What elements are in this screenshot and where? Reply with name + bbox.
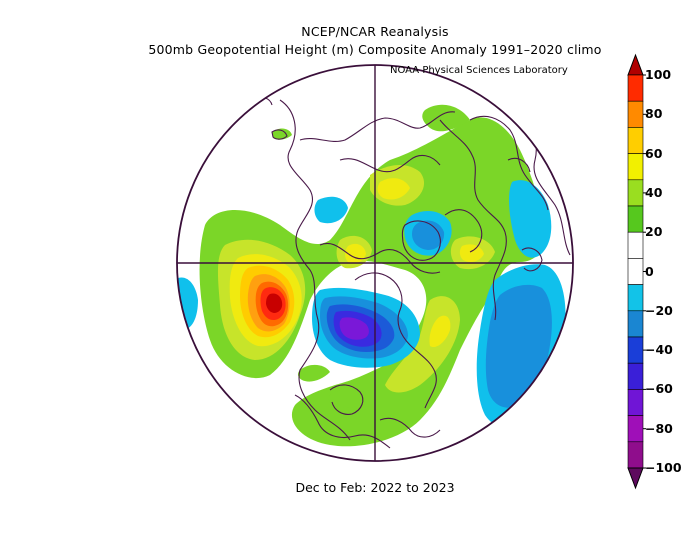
coastline <box>379 417 441 438</box>
anomaly-region-negative-20 <box>508 180 552 258</box>
colorbar-label: −60 <box>645 381 673 397</box>
colorbar-swatch <box>627 258 644 285</box>
credit-text: NOAA Physical Sciences Laboratory <box>390 65 568 76</box>
anomaly-region-positive-40 <box>459 244 484 262</box>
coastline <box>279 99 351 441</box>
anomaly-region-positive-20 <box>272 128 292 140</box>
anomaly-region-negative-20 <box>314 196 348 224</box>
anomaly-region-positive-20 <box>328 388 370 408</box>
anomaly-region-positive-40 <box>377 178 410 200</box>
colorbar-label: −20 <box>645 302 673 318</box>
colorbar-swatch <box>627 205 644 233</box>
anomaly-region-positive-20 <box>297 364 330 382</box>
anomaly-region-positive-40 <box>429 315 451 348</box>
colorbar-swatch <box>627 179 644 207</box>
coastline <box>354 272 437 409</box>
coastline <box>507 157 531 173</box>
colorbar-label: −40 <box>645 342 673 358</box>
colorbar-label: −100 <box>645 460 682 475</box>
anomaly-field <box>177 104 566 447</box>
colorbar-label: 60 <box>645 145 663 161</box>
colorbar-swatch <box>627 153 644 181</box>
title-line-1: NCEP/NCAR Reanalysis <box>301 24 449 39</box>
coastline <box>401 220 441 261</box>
anomaly-region-negative-80 <box>339 317 369 340</box>
coastline <box>521 247 543 272</box>
anomaly-region-negative-30 <box>412 220 445 250</box>
coastline <box>469 115 549 211</box>
colorbar-swatch <box>627 127 644 154</box>
colorbar-label: 40 <box>645 184 663 200</box>
coastline <box>319 242 441 274</box>
colorbar-swatch <box>627 231 644 259</box>
colorbar-label: 20 <box>645 224 663 240</box>
date-range: Dec to Feb: 2022 to 2023 <box>295 480 455 495</box>
anomaly-region-positive-20 <box>422 104 470 132</box>
coastline <box>339 154 441 173</box>
map-border <box>176 64 574 462</box>
colorbar-label: 0 <box>645 263 654 279</box>
colorbar-swatch <box>627 441 644 469</box>
colorbar-swatch <box>627 100 644 128</box>
colorbar-label: 100 <box>645 67 672 82</box>
colorbar-cap-top <box>627 53 644 76</box>
colorbar-swatch <box>627 310 644 338</box>
colorbar-swatch <box>627 415 644 443</box>
anomaly-region-positive-100 <box>266 293 283 313</box>
colorbar-label: −80 <box>645 420 673 436</box>
title-line-2: 500mb Geopotential Height (m) Composite … <box>148 42 602 57</box>
coastline <box>329 384 364 415</box>
colorbar-swatch <box>627 389 644 416</box>
colorbar-swatch <box>627 362 644 390</box>
colorbar-cap-bottom <box>627 467 644 490</box>
coastline <box>444 209 483 253</box>
coastlines <box>254 96 571 449</box>
colorbar-swatch <box>627 284 644 312</box>
colorbar-swatch <box>627 74 644 102</box>
coastline <box>271 129 288 140</box>
colorbar-swatch <box>627 336 644 364</box>
anomaly-region-negative-30 <box>485 284 552 408</box>
colorbar-label: 80 <box>645 106 663 122</box>
coastline <box>299 111 456 142</box>
coastline <box>439 119 507 321</box>
anomaly-region-positive-20 <box>199 117 546 447</box>
